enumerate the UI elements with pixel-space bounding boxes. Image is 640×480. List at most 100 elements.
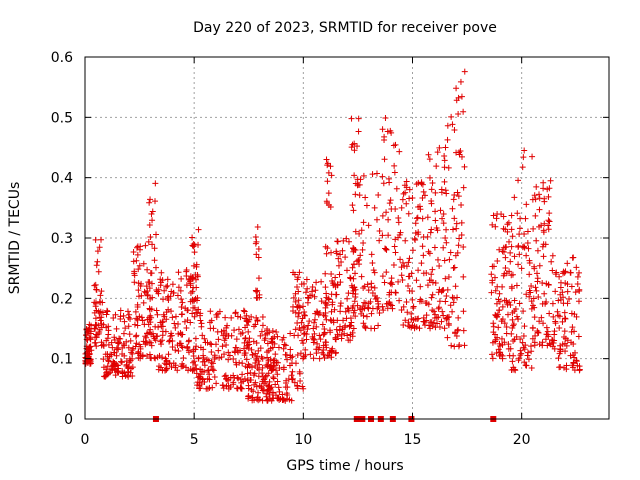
data-point	[133, 340, 140, 347]
data-point	[460, 243, 467, 250]
data-point	[373, 294, 380, 301]
data-point	[564, 288, 571, 295]
data-point	[499, 352, 506, 359]
data-point	[428, 294, 435, 301]
data-point	[337, 308, 344, 315]
data-point	[254, 394, 261, 401]
data-point	[125, 314, 132, 321]
data-point	[162, 355, 169, 362]
data-point	[268, 367, 275, 374]
data-point	[536, 195, 543, 202]
data-point	[205, 367, 212, 374]
data-point	[121, 342, 128, 349]
data-point	[523, 252, 530, 259]
data-point	[177, 287, 184, 294]
data-point	[376, 237, 383, 244]
data-point	[508, 283, 515, 290]
data-point	[568, 310, 575, 317]
y-tick-label: 0	[64, 412, 73, 428]
data-point	[124, 365, 131, 372]
data-point	[175, 284, 182, 291]
data-point	[94, 248, 101, 255]
data-point	[528, 365, 535, 372]
data-point	[455, 314, 462, 321]
data-point	[321, 354, 328, 361]
data-point	[349, 264, 356, 271]
data-point	[423, 317, 430, 324]
data-point	[509, 358, 516, 365]
data-point	[206, 376, 213, 383]
data-point	[356, 230, 363, 237]
data-point	[172, 347, 179, 354]
data-point	[436, 263, 443, 270]
data-point	[415, 229, 422, 236]
data-point	[494, 257, 501, 264]
data-point	[432, 324, 439, 331]
data-point	[144, 266, 151, 273]
data-point	[144, 292, 151, 299]
data-point	[456, 342, 463, 349]
data-point	[541, 220, 548, 227]
data-point	[257, 332, 264, 339]
data-point	[506, 299, 513, 306]
data-point	[158, 323, 165, 330]
data-point	[534, 278, 541, 285]
data-point	[195, 374, 202, 381]
data-point	[531, 314, 538, 321]
data-point	[197, 366, 204, 373]
data-point	[441, 257, 448, 264]
data-point	[209, 384, 216, 391]
data-point	[344, 332, 351, 339]
data-point	[545, 217, 552, 224]
data-point	[362, 194, 369, 201]
data-point	[357, 176, 364, 183]
data-point	[543, 324, 550, 331]
data-point	[155, 324, 162, 331]
data-point	[311, 319, 318, 326]
data-point	[349, 202, 356, 209]
data-point	[171, 320, 178, 327]
data-point	[386, 299, 393, 306]
data-point	[251, 397, 258, 404]
data-point	[428, 319, 435, 326]
data-point	[289, 368, 296, 375]
data-point	[113, 346, 120, 353]
data-point	[510, 321, 517, 328]
data-point	[205, 357, 212, 364]
data-point	[502, 264, 509, 271]
data-point	[551, 337, 558, 344]
data-point	[458, 232, 465, 239]
data-point	[191, 297, 198, 304]
data-point	[185, 367, 192, 374]
data-point	[180, 355, 187, 362]
data-point	[307, 292, 314, 299]
data-point	[309, 283, 316, 290]
data-point	[536, 262, 543, 269]
data-point	[499, 303, 506, 310]
data-point	[399, 277, 406, 284]
data-point	[154, 311, 161, 318]
data-point	[495, 324, 502, 331]
data-point	[232, 310, 239, 317]
data-point	[289, 308, 296, 315]
data-point	[282, 351, 289, 358]
data-point	[418, 260, 425, 267]
data-point	[105, 331, 112, 338]
data-point	[149, 241, 156, 248]
data-point	[431, 244, 438, 251]
data-point	[216, 354, 223, 361]
data-point	[322, 299, 329, 306]
data-point	[355, 128, 362, 135]
data-point	[117, 313, 124, 320]
data-point	[443, 293, 450, 300]
data-point	[564, 260, 571, 267]
data-point	[392, 289, 399, 296]
data-point	[412, 220, 419, 227]
data-point	[411, 325, 418, 332]
data-point	[441, 325, 448, 332]
data-point	[543, 280, 550, 287]
data-point	[365, 287, 372, 294]
data-point	[267, 356, 274, 363]
data-point	[493, 300, 500, 307]
data-point	[146, 199, 153, 206]
